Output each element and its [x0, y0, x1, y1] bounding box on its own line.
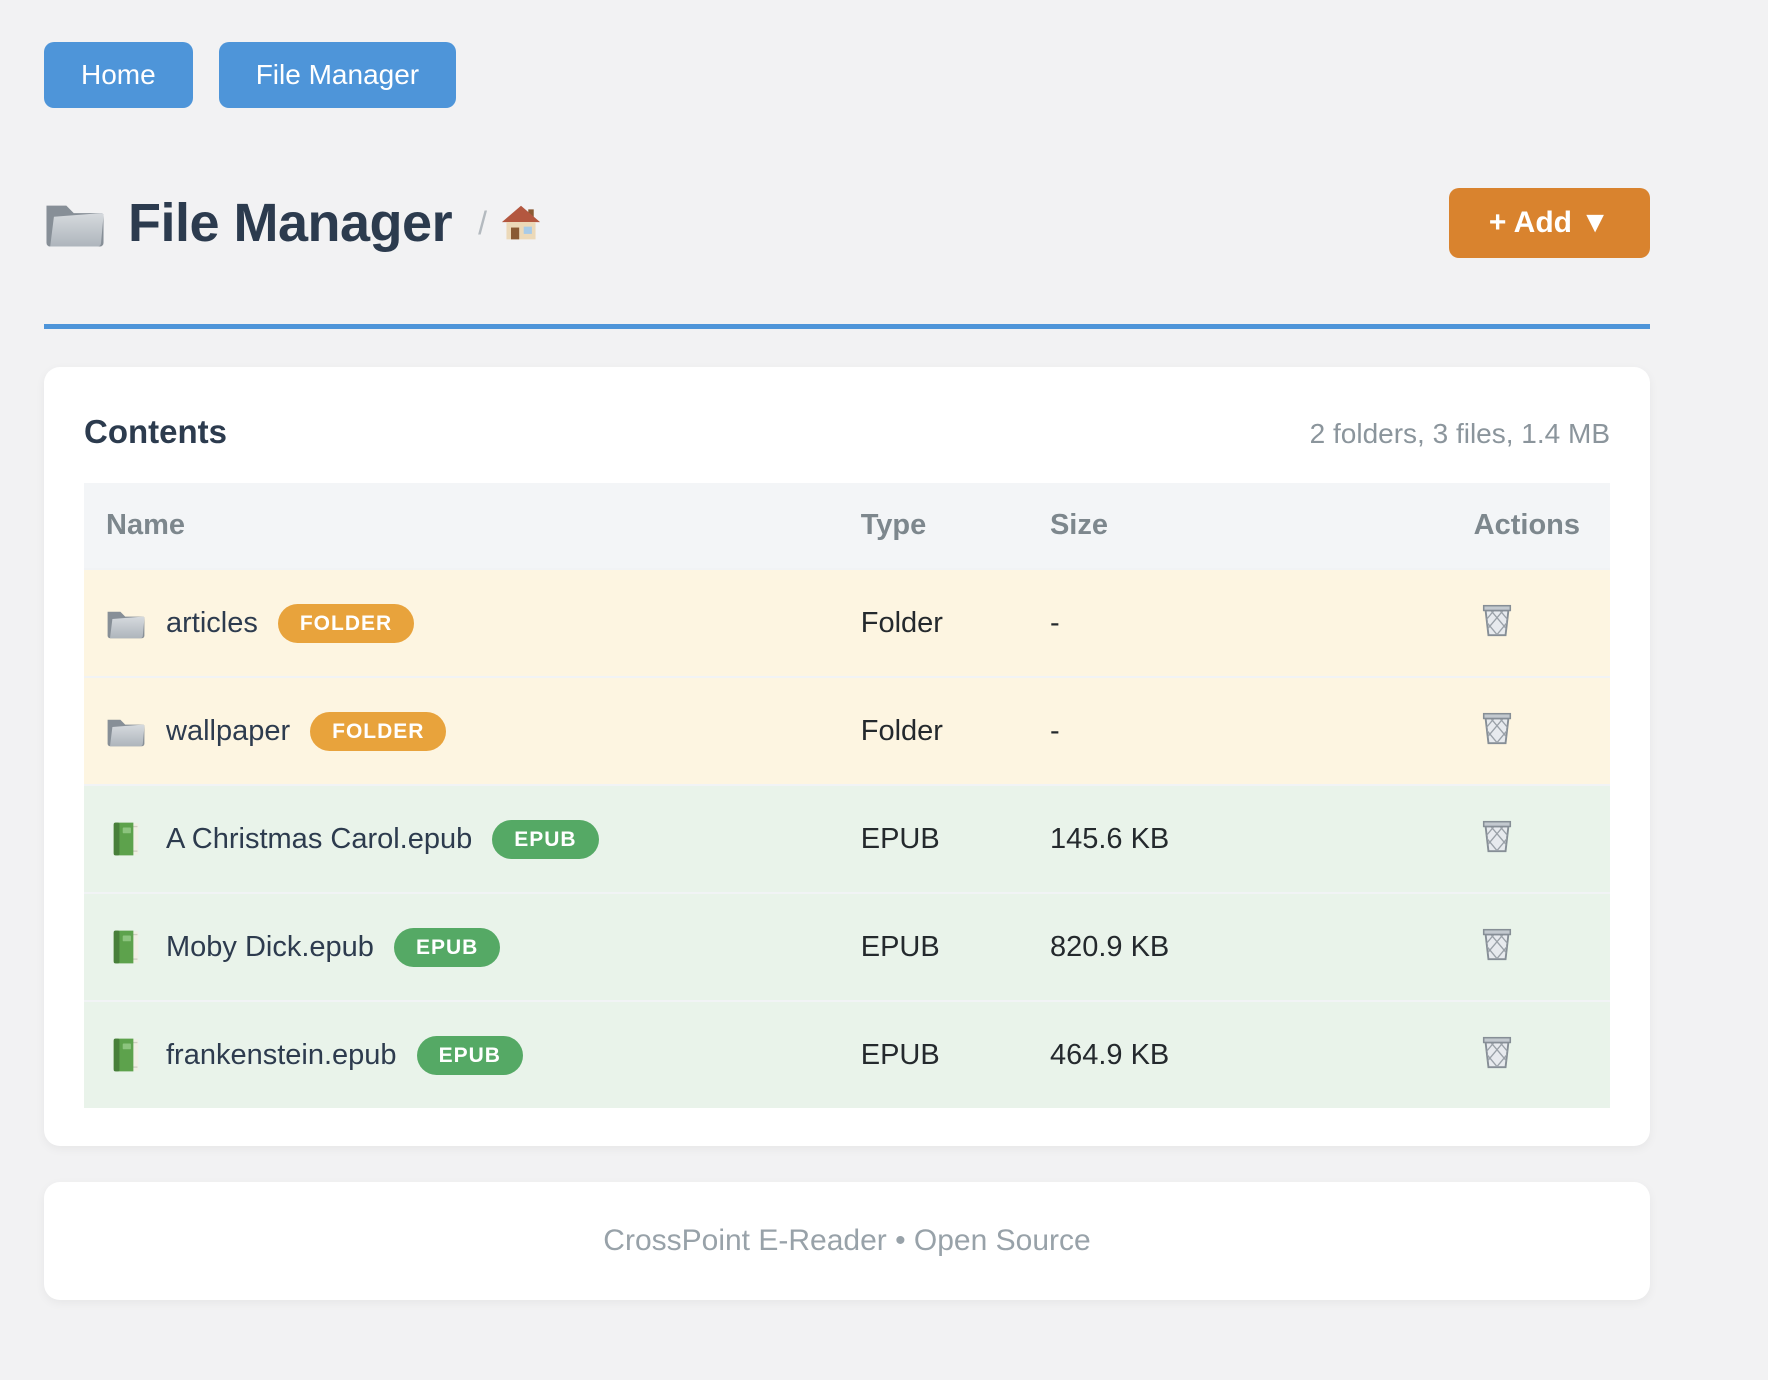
- contents-title: Contents: [84, 413, 227, 450]
- footer-card: CrossPoint E-Reader • Open Source: [44, 1182, 1650, 1300]
- type-badge: FOLDER: [277, 603, 415, 643]
- breadcrumb: /: [478, 204, 541, 242]
- delete-button[interactable]: [1480, 600, 1514, 638]
- page-title: File Manager: [128, 193, 453, 253]
- file-type: Folder: [860, 677, 1050, 785]
- file-name-link[interactable]: wallpaper: [166, 714, 291, 747]
- top-nav: Home File Manager: [44, 42, 1650, 108]
- table-row: Moby Dick.epub EPUB EPUB 820.9 KB: [84, 893, 1610, 1001]
- file-name-link[interactable]: Moby Dick.epub: [166, 930, 374, 963]
- contents-card: Contents 2 folders, 3 files, 1.4 MB Name…: [44, 367, 1650, 1146]
- file-type: Folder: [860, 569, 1050, 677]
- column-header-size: Size: [1049, 483, 1467, 569]
- table-row: articles FOLDER Folder -: [84, 569, 1610, 677]
- delete-button[interactable]: [1480, 816, 1514, 854]
- delete-button[interactable]: [1480, 924, 1514, 962]
- column-header-name: Name: [84, 483, 861, 569]
- table-row: wallpaper FOLDER Folder -: [84, 677, 1610, 785]
- table-row: A Christmas Carol.epub EPUB EPUB 145.6 K…: [84, 785, 1610, 893]
- trash-icon: [1480, 1032, 1514, 1070]
- file-table-head: Name Type Size Actions: [84, 483, 1610, 569]
- type-badge: FOLDER: [310, 711, 447, 751]
- column-header-actions: Actions: [1466, 483, 1610, 569]
- page-container: Home File Manager File Manager / + Add ▼…: [44, 0, 1650, 1360]
- file-name-link[interactable]: A Christmas Carol.epub: [166, 822, 473, 855]
- page-header: File Manager / + Add ▼: [44, 188, 1650, 258]
- title-underline: [44, 324, 1650, 329]
- book-icon: [113, 822, 139, 856]
- column-header-type: Type: [860, 483, 1050, 569]
- table-row: frankenstein.epub EPUB EPUB 464.9 KB: [84, 1001, 1610, 1108]
- book-icon: [113, 1038, 139, 1072]
- folder-icon: [107, 719, 145, 747]
- file-size: 464.9 KB: [1049, 1001, 1467, 1108]
- trash-icon: [1480, 708, 1514, 746]
- breadcrumb-separator: /: [478, 204, 487, 241]
- type-badge: EPUB: [393, 927, 501, 967]
- file-size: 820.9 KB: [1049, 893, 1467, 1001]
- file-type: EPUB: [860, 1001, 1050, 1108]
- file-table: Name Type Size Actions articles FOLDER: [84, 483, 1610, 1108]
- house-icon[interactable]: [501, 204, 541, 242]
- trash-icon: [1480, 924, 1514, 962]
- add-button[interactable]: + Add ▼: [1448, 188, 1650, 258]
- folder-icon: [46, 205, 104, 247]
- book-icon: [113, 930, 139, 964]
- file-type: EPUB: [860, 785, 1050, 893]
- footer-text: CrossPoint E-Reader • Open Source: [603, 1224, 1091, 1257]
- folder-icon: [107, 611, 145, 639]
- file-name-link[interactable]: frankenstein.epub: [166, 1038, 397, 1071]
- nav-home-button[interactable]: Home: [44, 42, 193, 108]
- type-badge: EPUB: [416, 1035, 523, 1075]
- nav-file-manager-button[interactable]: File Manager: [218, 42, 457, 108]
- file-table-body: articles FOLDER Folder -: [84, 569, 1610, 1108]
- file-type: EPUB: [860, 893, 1050, 1001]
- file-name-link[interactable]: articles: [166, 606, 258, 639]
- file-size: -: [1049, 677, 1467, 785]
- type-badge: EPUB: [492, 819, 599, 859]
- file-size: 145.6 KB: [1049, 785, 1467, 893]
- contents-summary: 2 folders, 3 files, 1.4 MB: [1309, 418, 1610, 449]
- delete-button[interactable]: [1480, 708, 1514, 746]
- delete-button[interactable]: [1480, 1032, 1514, 1070]
- trash-icon: [1480, 816, 1514, 854]
- trash-icon: [1480, 600, 1514, 638]
- contents-card-header: Contents 2 folders, 3 files, 1.4 MB: [84, 413, 1610, 451]
- file-size: -: [1049, 569, 1467, 677]
